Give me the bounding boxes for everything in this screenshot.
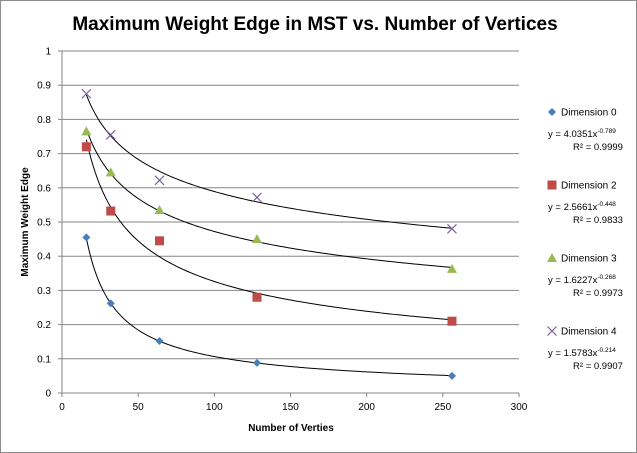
data-point-series-0 (447, 371, 456, 380)
x-tick-label: 300 (511, 402, 528, 413)
data-point-series-1 (252, 292, 262, 302)
legend-entry-0: Dimension 0 (561, 108, 617, 119)
legend: Dimension 0 y = 4.0351x-0.789 R² = 0.9999 D… (547, 108, 623, 372)
legend-marker-0 (548, 108, 556, 116)
x-axis-title: Number of Verties (248, 423, 334, 434)
data-point-series-3 (252, 192, 262, 203)
y-tick-label: 0.2 (37, 320, 51, 331)
y-tick-label: 0.9 (37, 81, 51, 92)
y-tick-label: 0.5 (37, 218, 51, 229)
y-tick-label: 0.7 (37, 149, 51, 160)
data-point-series-3 (81, 88, 92, 99)
x-tick-label: 0 (59, 402, 65, 413)
legend-marker-3 (547, 326, 557, 336)
axes: 0 0.1 0.2 0.3 0.4 0.5 0.6 0.7 0.8 0.9 1 0 50 100 150 20… (37, 47, 528, 414)
y-tick-label: 0.1 (37, 354, 51, 365)
data-point-series-1 (106, 206, 116, 216)
data-point-series-1 (447, 316, 457, 326)
trendline-series-3 (85, 94, 453, 229)
trendline-equation-2: y = 1.6227x-0.268 (548, 274, 616, 286)
trendline-r2-0: R² = 0.9999 (573, 142, 623, 153)
data-point-series-2 (154, 205, 165, 215)
y-tick-label: 0 (45, 389, 51, 400)
y-tick-label: 0.8 (37, 115, 51, 126)
data-point-series-3 (105, 129, 116, 140)
y-axis-title: Maximum Weight Edge (20, 167, 31, 277)
data-point-series-0 (155, 337, 164, 346)
y-tick-label: 1 (45, 47, 51, 58)
legend-entry-1: Dimension 2 (561, 181, 617, 192)
data-point-series-2 (446, 263, 457, 273)
x-tick-label: 200 (358, 402, 375, 413)
x-tick-label: 150 (282, 402, 299, 413)
trendline-r2-2: R² = 0.9973 (573, 288, 623, 299)
legend-entry-2: Dimension 3 (561, 254, 617, 265)
trendline-series-2 (85, 128, 453, 268)
data-point-series-2 (251, 234, 262, 244)
y-tick-label: 0.4 (37, 252, 51, 263)
trendline-r2-3: R² = 0.9907 (573, 361, 623, 372)
data-points (81, 88, 457, 380)
data-point-series-2 (105, 167, 116, 177)
data-point-series-3 (447, 223, 457, 234)
data-point-series-0 (82, 233, 91, 242)
y-tick-label: 0.3 (37, 286, 51, 297)
data-point-series-2 (81, 126, 92, 136)
trendline-equation-0: y = 4.0351x-0.789 (548, 128, 616, 140)
trendline-equation-3: y = 1.5783x-0.214 (548, 347, 616, 359)
trendline-r2-1: R² = 0.9833 (573, 215, 623, 226)
data-point-series-3 (154, 175, 165, 186)
x-tick-label: 100 (206, 402, 223, 413)
y-tick-label: 0.6 (37, 183, 51, 194)
legend-entry-3: Dimension 4 (561, 327, 617, 338)
trendline-series-1 (85, 139, 453, 321)
trendline-equation-1: y = 2.5661x-0.448 (548, 201, 616, 213)
chart-title: Maximum Weight Edge in MST vs. Number of… (72, 14, 557, 35)
gridlines (62, 50, 519, 360)
legend-marker-1 (547, 180, 557, 190)
x-tick-label: 250 (434, 402, 451, 413)
data-point-series-0 (252, 358, 261, 367)
data-point-series-0 (106, 299, 115, 308)
data-point-series-1 (81, 142, 91, 152)
trendlines (85, 94, 453, 377)
trendline-series-0 (85, 238, 452, 377)
legend-marker-2 (547, 253, 557, 262)
x-tick-label: 50 (133, 402, 145, 413)
data-point-series-1 (154, 236, 164, 246)
